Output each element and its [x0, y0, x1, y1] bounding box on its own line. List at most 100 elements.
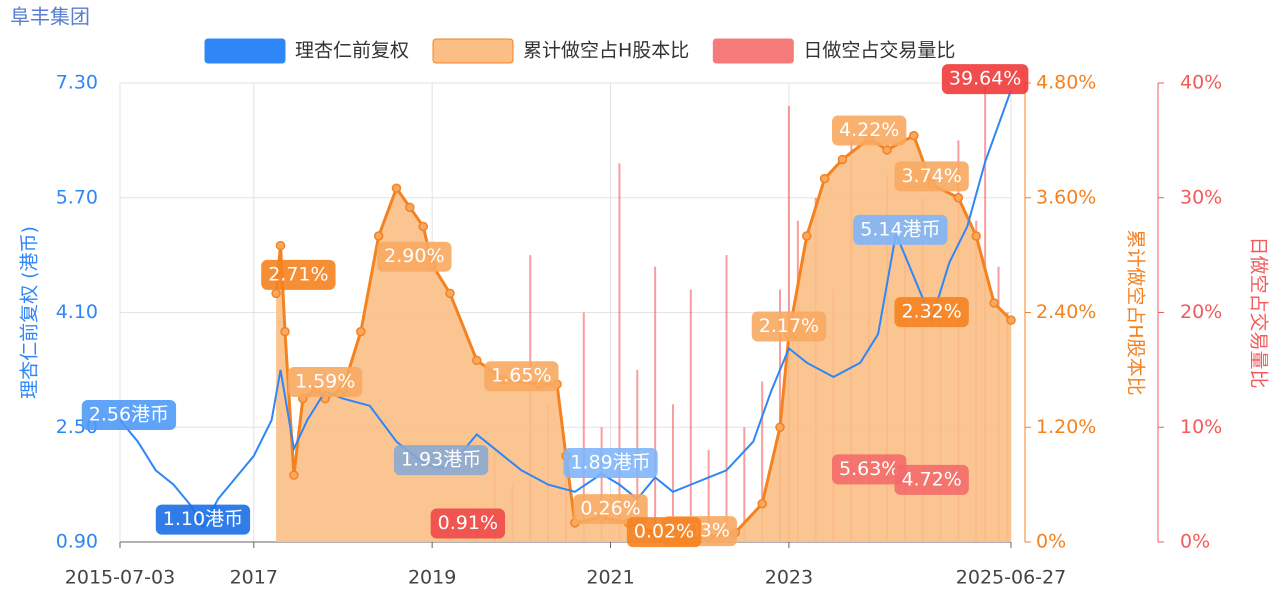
data-label-box: [894, 464, 969, 495]
data-label-box: [751, 311, 827, 342]
bar: [654, 266, 657, 542]
point: [757, 499, 767, 509]
data-label-text: 39.64%: [949, 68, 1021, 90]
data-label: 1.93港币: [393, 445, 489, 476]
x-tick-label: 2025-06-27: [956, 567, 1066, 589]
y-tick-label: 4.10: [56, 301, 98, 323]
y3-axis-title: 日做空占交易量比: [1248, 236, 1270, 388]
point: [837, 154, 848, 165]
x-tick-label: 2021: [586, 567, 634, 589]
bar: [671, 404, 674, 542]
bar: [618, 163, 621, 542]
data-label-box: [81, 399, 177, 430]
data-label-box: [941, 64, 1029, 95]
point: [271, 288, 281, 299]
data-label: 3.74%: [894, 161, 969, 192]
legend-label: 累计做空占H股本比: [523, 40, 689, 62]
chart-title: 阜丰集团: [10, 5, 90, 29]
legend-item: 累计做空占H股本比: [432, 38, 689, 64]
data-label: 4.72%: [894, 464, 969, 495]
y-tick-label: 5.70: [56, 186, 98, 208]
point: [391, 183, 402, 193]
y2-tick-label: 0%: [1036, 531, 1066, 553]
data-label: 1.59%: [287, 366, 363, 397]
point: [971, 231, 981, 241]
y3-tick-label: 20%: [1180, 301, 1222, 323]
data-label-text: 1.93港币: [401, 449, 481, 471]
data-label-box: [484, 361, 559, 392]
data-label-text: 1.10港币: [163, 508, 243, 530]
data-label: 2.32%: [894, 297, 969, 328]
data-label-text: 4.22%: [839, 119, 899, 141]
bar: [600, 427, 603, 542]
y2-tick-label: 3.60%: [1036, 186, 1096, 208]
point: [280, 326, 290, 337]
bar: [707, 450, 710, 542]
data-label: 2.71%: [261, 259, 336, 290]
data-label: 0.02%: [626, 517, 702, 548]
y3-tick-label: 0%: [1180, 531, 1210, 553]
y-tick-label: 7.30: [56, 72, 98, 94]
bar: [725, 255, 728, 542]
x-tick-label: 2015-07-03: [65, 567, 175, 589]
legend-swatch: [432, 38, 514, 64]
y2-axis-title: 累计做空占H股本比: [1125, 229, 1147, 395]
data-label-box: [563, 447, 658, 478]
data-label-text: 0.26%: [580, 498, 640, 520]
data-label-box: [573, 494, 648, 525]
point: [275, 240, 286, 251]
data-label-box: [853, 214, 948, 245]
point: [989, 298, 999, 308]
data-label-box: [393, 445, 489, 476]
point: [356, 326, 366, 337]
y3-tick-label: 30%: [1180, 186, 1222, 208]
data-label-text: 2.90%: [384, 245, 444, 267]
line: [119, 89, 1012, 530]
point: [819, 173, 830, 184]
point: [1006, 315, 1016, 325]
point: [472, 355, 482, 366]
point: [445, 288, 455, 299]
data-label-box: [287, 366, 363, 397]
data-label: 4.22%: [832, 115, 907, 146]
data-label-text: 5.63%: [839, 458, 899, 480]
point: [373, 231, 384, 241]
data-label-text: 3.74%: [901, 165, 961, 187]
data-label: 1.89港币: [563, 447, 658, 478]
data-label: 1.10港币: [155, 504, 251, 535]
point: [405, 202, 415, 213]
data-label-box: [261, 259, 336, 290]
data-label: 5.14港币: [853, 214, 948, 245]
y-axis-title: 理杏仁前复权 (港币): [19, 226, 41, 399]
bar: [582, 312, 585, 542]
data-label: 0.91%: [430, 508, 506, 539]
legend-item: 理杏仁前复权: [204, 38, 409, 64]
point: [909, 130, 919, 141]
data-label-text: 0.02%: [634, 521, 694, 543]
point: [953, 193, 964, 203]
point: [882, 145, 892, 155]
legend-label: 理杏仁前复权: [295, 40, 409, 62]
data-label: 5.63%: [832, 454, 907, 485]
point: [418, 221, 428, 232]
data-label-text: 2.17%: [759, 315, 819, 337]
y2-tick-label: 4.80%: [1036, 72, 1096, 94]
data-label: 1.65%: [484, 361, 559, 392]
data-label-text: 1.59%: [295, 370, 355, 392]
legend-item: 日做空占交易量比: [712, 38, 955, 64]
bar: [743, 427, 746, 542]
data-label-box: [832, 115, 907, 146]
bar: [689, 289, 692, 542]
data-label-text: 4.72%: [901, 468, 961, 490]
data-label-box: [832, 454, 907, 485]
point: [775, 422, 785, 432]
point: [802, 231, 812, 241]
x-tick-label: 2017: [230, 567, 278, 589]
data-label: 2.90%: [377, 241, 452, 272]
data-label-box: [377, 241, 452, 272]
data-label-text: 1.89港币: [570, 451, 650, 473]
data-label-box: [430, 508, 506, 539]
data-label-text: 5.14港币: [860, 218, 940, 240]
data-label-text: 2.71%: [268, 263, 328, 285]
